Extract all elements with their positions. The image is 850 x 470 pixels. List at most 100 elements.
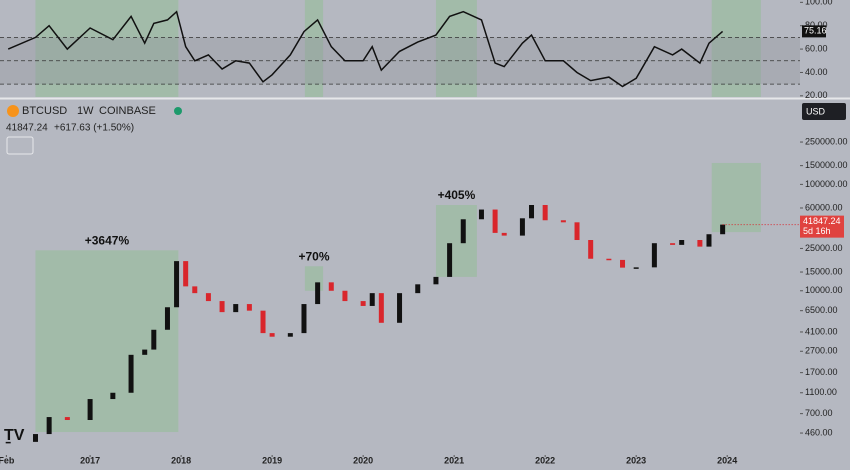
candle bbox=[260, 310, 266, 334]
countdown: 5d 16h bbox=[803, 226, 831, 236]
candle bbox=[315, 282, 321, 305]
x-tick-label: 2023 bbox=[626, 455, 646, 465]
price-change: +617.63 (+1.50%) bbox=[54, 123, 134, 134]
candle bbox=[492, 209, 498, 233]
x-tick-label: 2019 bbox=[262, 455, 282, 465]
currency-button[interactable] bbox=[802, 103, 846, 120]
exchange: COINBASE bbox=[99, 105, 156, 117]
y-tick-label: 20.00 bbox=[805, 90, 828, 100]
candle bbox=[192, 286, 198, 294]
candle bbox=[369, 293, 375, 306]
btc-icon bbox=[7, 105, 19, 117]
candle bbox=[433, 276, 439, 285]
candle bbox=[219, 301, 225, 313]
last-price-label: 41847.24 bbox=[803, 216, 841, 226]
market-status bbox=[174, 107, 182, 115]
candle bbox=[246, 304, 252, 311]
x-tick-label: Feb bbox=[0, 455, 15, 465]
rsi-line bbox=[7, 10, 724, 88]
x-tick-label: 2018 bbox=[171, 455, 191, 465]
candle bbox=[447, 243, 453, 277]
candle bbox=[633, 267, 639, 269]
rsi-zone bbox=[711, 0, 761, 97]
candle bbox=[287, 333, 293, 337]
candle bbox=[110, 392, 116, 400]
currency: USD bbox=[806, 106, 826, 116]
x-tick-label: 2022 bbox=[535, 455, 555, 465]
last-price: 41847.24 bbox=[6, 123, 48, 134]
candle bbox=[205, 293, 211, 302]
last-price-box bbox=[800, 215, 844, 238]
collapse-button[interactable] bbox=[6, 136, 34, 155]
y-tick-label: 1100.00 bbox=[805, 387, 837, 397]
y-tick-label: 60.00 bbox=[805, 43, 828, 53]
candle bbox=[328, 282, 334, 291]
candle bbox=[164, 307, 170, 330]
candle bbox=[128, 354, 134, 393]
candle bbox=[651, 243, 657, 268]
candle bbox=[670, 243, 676, 245]
zone-label: +70% bbox=[298, 249, 329, 263]
rsi-zone bbox=[435, 0, 477, 97]
candle bbox=[378, 293, 384, 323]
rsi-zone bbox=[35, 0, 179, 97]
candle bbox=[397, 293, 403, 323]
candle bbox=[415, 284, 421, 294]
x-tick-label: 2021 bbox=[444, 455, 464, 465]
y-tick-label: 4100.00 bbox=[805, 326, 838, 336]
y-tick-label: 2700.00 bbox=[805, 346, 838, 356]
candle bbox=[720, 224, 726, 235]
y-tick-label: 6500.00 bbox=[805, 305, 838, 315]
candle bbox=[697, 240, 703, 247]
y-tick-label: 150000.00 bbox=[805, 160, 848, 170]
candle bbox=[233, 304, 239, 313]
candle bbox=[46, 417, 52, 435]
logo: TV bbox=[4, 427, 25, 444]
candle bbox=[360, 301, 366, 306]
candle bbox=[620, 259, 626, 268]
candle bbox=[174, 261, 180, 308]
candle bbox=[142, 349, 148, 355]
y-tick-label: 80.00 bbox=[805, 20, 828, 30]
candle bbox=[87, 399, 93, 421]
candle bbox=[151, 329, 157, 350]
candle bbox=[5, 441, 11, 444]
symbol: BTCUSD bbox=[22, 105, 67, 117]
y-tick-label: 700.00 bbox=[805, 408, 833, 418]
y-tick-label: 60000.00 bbox=[805, 202, 843, 212]
candle bbox=[560, 220, 566, 223]
interval: 1W bbox=[77, 105, 94, 117]
candle bbox=[574, 222, 580, 241]
rsi-value-label: 75.16 bbox=[804, 26, 827, 36]
zone-label: +3647% bbox=[85, 233, 130, 247]
zone bbox=[711, 162, 761, 233]
y-tick-label: 40.00 bbox=[805, 67, 828, 77]
candle bbox=[542, 204, 548, 221]
y-tick-label: 10000.00 bbox=[805, 285, 843, 295]
candle bbox=[460, 219, 466, 244]
y-tick-label: 460.00 bbox=[805, 427, 833, 437]
candle bbox=[501, 232, 507, 236]
rsi-zone bbox=[304, 0, 324, 97]
candle bbox=[301, 304, 307, 334]
y-tick-label: 25000.00 bbox=[805, 243, 843, 253]
zone-label: +405% bbox=[438, 188, 476, 202]
y-tick-label: 1700.00 bbox=[805, 367, 838, 377]
candle bbox=[269, 333, 275, 337]
candle bbox=[342, 290, 348, 302]
y-tick-label: 100.00 bbox=[805, 0, 833, 7]
candle bbox=[183, 261, 189, 287]
candle bbox=[679, 240, 685, 245]
x-tick-label: 2020 bbox=[353, 455, 373, 465]
candle bbox=[519, 218, 525, 236]
candle bbox=[588, 240, 594, 259]
zone bbox=[35, 250, 179, 433]
rsi-value-box bbox=[802, 25, 826, 38]
candle bbox=[64, 417, 70, 421]
candle bbox=[478, 209, 484, 220]
candle bbox=[32, 434, 38, 442]
x-tick-label: 2024 bbox=[717, 455, 737, 465]
candle bbox=[706, 234, 712, 247]
candle bbox=[606, 258, 612, 261]
